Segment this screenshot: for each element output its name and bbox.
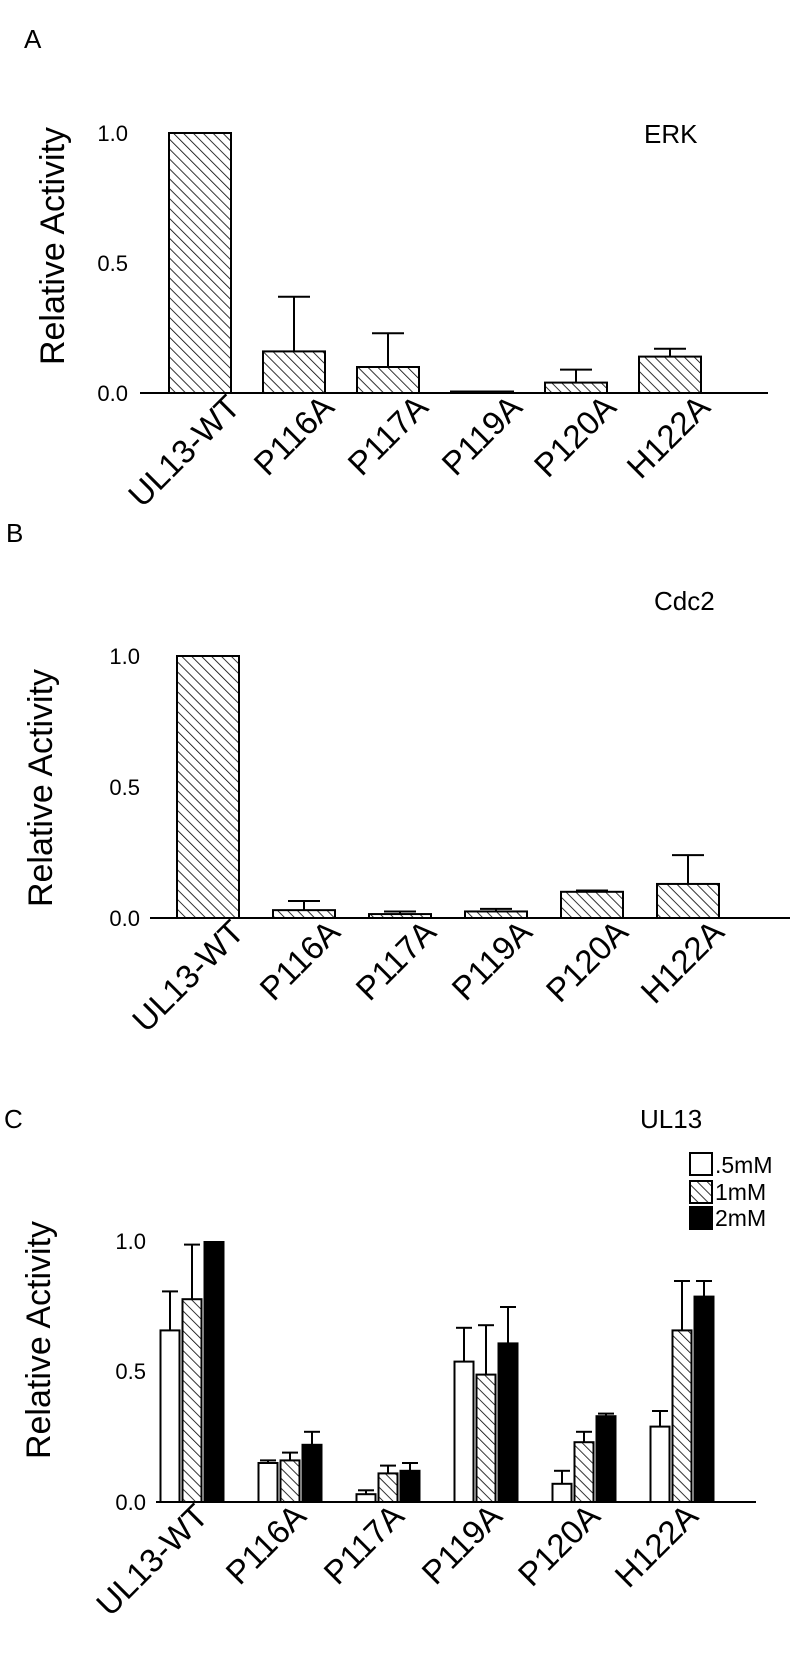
bars-b xyxy=(176,655,720,920)
category-label: P119A xyxy=(414,1497,508,1591)
y-ticks-c: 0.0 0.5 1.0 xyxy=(115,1229,146,1515)
bar xyxy=(595,1415,617,1503)
panel-letter-a: A xyxy=(24,24,42,54)
y-axis-label-c: Relative Activity xyxy=(20,1221,58,1459)
bar xyxy=(181,1298,203,1503)
panel-letter-b: B xyxy=(6,518,23,548)
y-tick-label: 0.5 xyxy=(109,775,140,800)
y-tick-label: 0.0 xyxy=(97,381,128,406)
bar xyxy=(656,882,720,920)
category-label: H122A xyxy=(607,1497,705,1595)
category-labels-b: UL13-WT P116A P117A P119A P120A H122A xyxy=(125,913,731,1039)
panel-c: C UL13 .5mM 1mM 2mM Relative Activity 0.… xyxy=(4,1104,773,1623)
category-label: P116A xyxy=(252,913,346,1007)
y-tick-label: 0.0 xyxy=(115,1490,146,1515)
bar xyxy=(355,1493,377,1503)
bar xyxy=(176,655,240,919)
bar xyxy=(377,1472,399,1504)
bar xyxy=(257,1462,279,1503)
category-label: P120A xyxy=(511,1497,607,1593)
bar xyxy=(693,1295,715,1503)
category-label: P116A xyxy=(246,388,340,482)
legend-swatch-2mm xyxy=(689,1206,713,1230)
bar xyxy=(453,1360,475,1503)
bar xyxy=(203,1241,225,1503)
y-tick-label: 1.0 xyxy=(109,644,140,669)
bars-c xyxy=(159,1241,715,1504)
panel-title-c: UL13 xyxy=(640,1104,702,1134)
y-ticks-a: 0.0 0.5 1.0 xyxy=(97,121,128,406)
y-axis-label-b: Relative Activity xyxy=(22,669,60,907)
bar xyxy=(649,1425,671,1503)
bar xyxy=(272,909,336,920)
category-label: P117A xyxy=(348,913,442,1007)
panel-title-b: Cdc2 xyxy=(654,586,715,616)
category-label: P120A xyxy=(527,388,623,484)
category-label: P120A xyxy=(539,913,635,1009)
legend-label: .5mM xyxy=(715,1152,773,1178)
y-tick-label: 0.5 xyxy=(115,1359,146,1384)
panel-letter-c: C xyxy=(4,1104,23,1134)
bar xyxy=(638,355,702,395)
category-label: P119A xyxy=(444,913,538,1007)
bar xyxy=(159,1329,181,1504)
bar xyxy=(560,890,624,919)
category-label: H122A xyxy=(633,913,731,1011)
bar xyxy=(399,1469,421,1504)
bar xyxy=(356,366,420,394)
panel-a: A ERK Relative Activity 0.0 0.5 1.0 UL13… xyxy=(24,24,768,514)
category-label: UL13-WT xyxy=(121,388,247,514)
category-label: P119A xyxy=(434,388,528,482)
category-label: P116A xyxy=(218,1497,312,1591)
category-label: H122A xyxy=(619,388,717,486)
category-label: UL13-WT xyxy=(89,1497,215,1623)
category-label: P117A xyxy=(340,388,434,482)
bar xyxy=(464,910,528,920)
y-ticks-b: 0.0 0.5 1.0 xyxy=(109,644,140,931)
legend-swatch-1mm xyxy=(689,1180,713,1204)
y-axis-label-a: Relative Activity xyxy=(34,127,72,365)
y-tick-label: 1.0 xyxy=(97,121,128,146)
legend-label: 1mM xyxy=(715,1179,766,1205)
bar xyxy=(168,132,232,394)
y-tick-label: 0.0 xyxy=(109,906,140,931)
bar xyxy=(279,1459,301,1504)
bar xyxy=(671,1329,693,1504)
legend-label: 2mM xyxy=(715,1205,766,1231)
legend: .5mM 1mM 2mM xyxy=(689,1152,773,1231)
panel-b: B Cdc2 Relative Activity 0.0 0.5 1.0 UL1… xyxy=(6,518,790,1039)
bar xyxy=(301,1443,323,1504)
panel-title-a: ERK xyxy=(644,119,698,149)
bar xyxy=(475,1373,497,1503)
bar xyxy=(450,390,514,394)
category-label: UL13-WT xyxy=(125,913,251,1039)
y-tick-label: 0.5 xyxy=(97,251,128,276)
bars-a xyxy=(168,132,702,395)
bar xyxy=(262,350,326,394)
category-labels-a: UL13-WT P116A P117A P119A P120A H122A xyxy=(121,388,717,514)
bar xyxy=(497,1342,519,1504)
bar xyxy=(368,913,432,920)
category-labels-c: UL13-WT P116A P117A P119A P120A H122A xyxy=(89,1497,705,1623)
y-tick-label: 1.0 xyxy=(115,1229,146,1254)
bar xyxy=(551,1482,573,1504)
category-label: P117A xyxy=(316,1497,410,1591)
legend-swatch-0-5mm xyxy=(689,1152,713,1176)
bar xyxy=(573,1441,595,1503)
